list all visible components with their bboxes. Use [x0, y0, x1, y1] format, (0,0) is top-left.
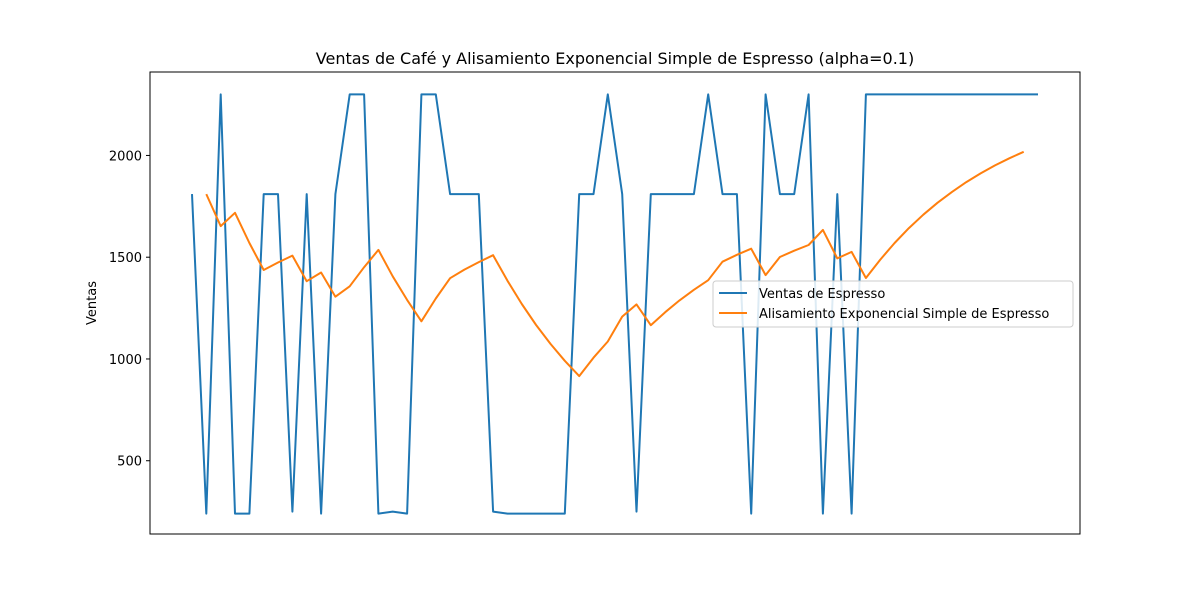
y-tick-label: 1500 [109, 251, 142, 266]
y-tick-label: 1000 [109, 353, 142, 368]
y-tick-label: 500 [117, 455, 142, 470]
legend-label: Ventas de Espresso [759, 287, 885, 302]
series-line-alisamiento-espresso [205, 150, 1025, 378]
y-axis-label: Ventas [85, 281, 100, 325]
series-lines [191, 93, 1038, 515]
chart-title: Ventas de Café y Alisamiento Exponencial… [316, 49, 914, 68]
y-tick-label: 2000 [109, 149, 142, 164]
legend: Ventas de Espresso Alisamiento Exponencia… [712, 280, 1074, 328]
legend-label: Alisamiento Exponencial Simple de Espres… [759, 307, 1049, 322]
series-line-ventas-espresso [191, 93, 1038, 515]
y-axis: 500 1000 1500 2000 [109, 149, 150, 470]
legend-box [712, 280, 1074, 328]
